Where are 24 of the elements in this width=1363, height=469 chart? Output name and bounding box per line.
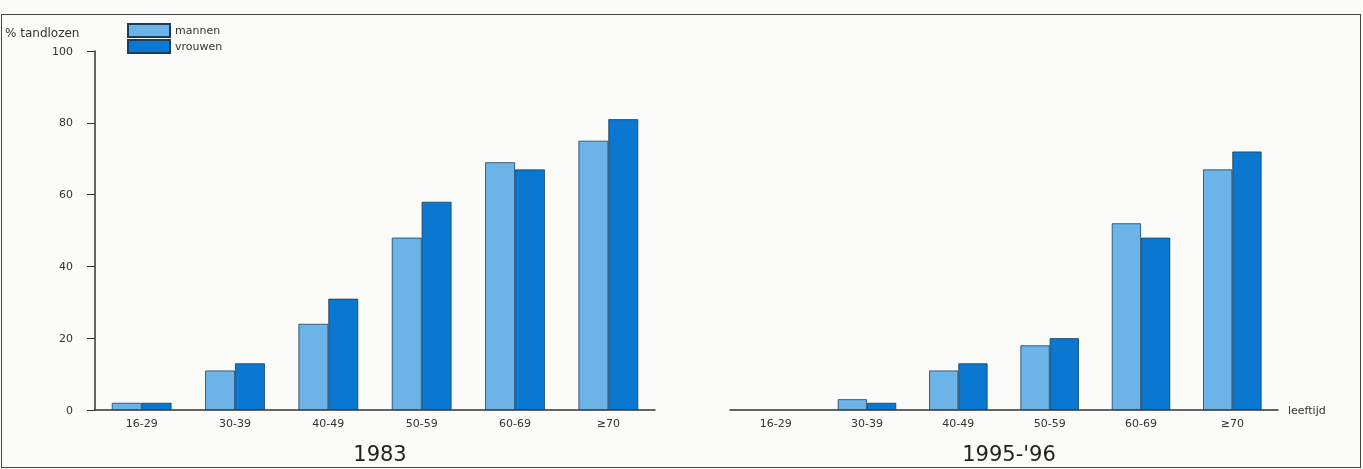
x-tick-label: 50-59 [1033, 417, 1066, 430]
text: 1995-'96 [962, 441, 1056, 466]
y-tick-label: 80 [59, 116, 73, 130]
legend-label: vrouwen [175, 40, 223, 53]
y-tick-label: 40 [59, 259, 73, 273]
x-tick-label: 16-29 [759, 417, 792, 430]
x-tick-label: 30-39 [219, 417, 251, 430]
y-tick-label: 0 [66, 403, 73, 417]
y-tick-label: 20 [59, 331, 73, 345]
text: 1983 [353, 441, 407, 466]
x-tick-label: 60-69 [1125, 417, 1157, 430]
x-tick-label: ≥70 [596, 417, 620, 430]
x-tick-label: 50-59 [405, 417, 438, 430]
x-tick-label: 30-39 [851, 417, 883, 430]
y-tick-label: 100 [52, 44, 73, 58]
x-tick-label: 60-69 [499, 417, 531, 430]
x-tick-label: 16-29 [125, 417, 158, 430]
x-tick-label: ≥70 [1220, 417, 1244, 430]
y-tick-label: 60 [59, 188, 73, 202]
legend-label: mannen [175, 24, 221, 37]
x-tick-label: 40-49 [942, 417, 975, 430]
y-axis-title: % tandlozen [5, 26, 80, 40]
x-axis-title: leeftijd [1288, 403, 1326, 417]
x-tick-label: 40-49 [312, 417, 345, 430]
